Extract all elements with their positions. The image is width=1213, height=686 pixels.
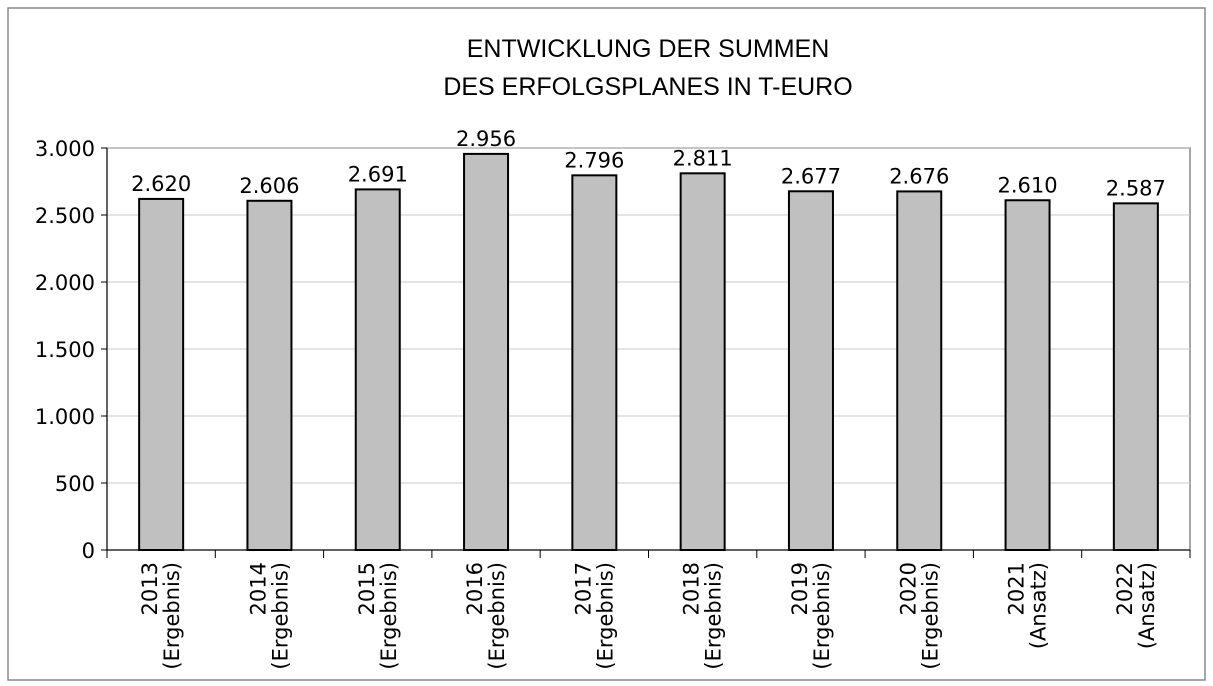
value-label: 2.606 [239, 174, 299, 198]
x-tick-label: 2014(Ergebnis) [246, 562, 292, 670]
x-tick-label-line: (Ergebnis) [702, 562, 726, 670]
y-tick-label: 1.500 [35, 338, 95, 362]
x-tick-label-line: (Ergebnis) [485, 562, 509, 670]
value-label: 2.691 [348, 162, 408, 186]
y-tick-label: 3.000 [35, 137, 95, 161]
bar [1112, 202, 1159, 551]
value-label: 2.811 [673, 146, 733, 170]
bar [463, 152, 510, 551]
bar [679, 172, 726, 552]
x-tick-label-line: (Ergebnis) [810, 562, 834, 670]
bar [1004, 199, 1051, 551]
x-tick-label-line: 2021 [1005, 562, 1029, 615]
x-tick-label-line: (Ergebnis) [918, 562, 942, 670]
x-tick-label-line: 2015 [355, 562, 379, 615]
value-label: 2.796 [564, 148, 624, 172]
x-tick-label-line: (Ansatz) [1027, 562, 1051, 649]
x-tick-label-line: 2020 [896, 562, 920, 615]
bar [138, 197, 185, 551]
x-tick-label-line: 2022 [1113, 562, 1137, 615]
value-label: 2.956 [456, 127, 516, 151]
value-label: 2.677 [781, 164, 841, 188]
value-label: 2.587 [1106, 176, 1166, 200]
y-tick-label: 2.000 [35, 271, 95, 295]
x-tick-label: 2019(Ergebnis) [788, 562, 834, 670]
x-tick-label-line: (Ansatz) [1135, 562, 1159, 649]
y-tick-label: 500 [55, 472, 95, 496]
chart-title: DES ERFOLGSPLANES IN T-EURO [443, 73, 852, 101]
x-tick-label: 2022(Ansatz) [1113, 562, 1159, 649]
y-tick-label: 0 [82, 539, 95, 563]
x-tick-label: 2013(Ergebnis) [138, 562, 184, 670]
x-tick-label: 2021(Ansatz) [1005, 562, 1051, 649]
x-tick-label-line: 2018 [680, 562, 704, 615]
chart-title: ENTWICKLUNG DER SUMMEN [467, 35, 830, 63]
bar [354, 188, 401, 551]
value-label: 2.610 [997, 173, 1057, 197]
x-tick-label-line: 2019 [788, 562, 812, 615]
value-label: 2.676 [889, 164, 949, 188]
x-tick-label-line: (Ergebnis) [377, 562, 401, 670]
x-tick-label: 2016(Ergebnis) [463, 562, 509, 670]
x-tick-label-line: 2017 [571, 562, 595, 615]
x-tick-label: 2020(Ergebnis) [896, 562, 942, 670]
x-tick-label-line: 2016 [463, 562, 487, 615]
value-label: 2.620 [131, 172, 191, 196]
bar [571, 174, 618, 551]
y-tick-label: 2.500 [35, 204, 95, 228]
bar [787, 190, 834, 551]
x-tick-label-line: 2013 [138, 562, 162, 615]
bar [896, 190, 943, 552]
x-tick-label: 2018(Ergebnis) [680, 562, 726, 670]
y-tick-label: 1.000 [35, 405, 95, 429]
x-tick-label-line: (Ergebnis) [593, 562, 617, 670]
x-tick-label-line: (Ergebnis) [268, 562, 292, 670]
x-tick-label-line: 2014 [246, 562, 270, 615]
x-tick-label-line: (Ergebnis) [160, 562, 184, 670]
x-tick-label: 2015(Ergebnis) [355, 562, 401, 670]
bar [246, 199, 293, 552]
x-tick-label: 2017(Ergebnis) [571, 562, 617, 670]
